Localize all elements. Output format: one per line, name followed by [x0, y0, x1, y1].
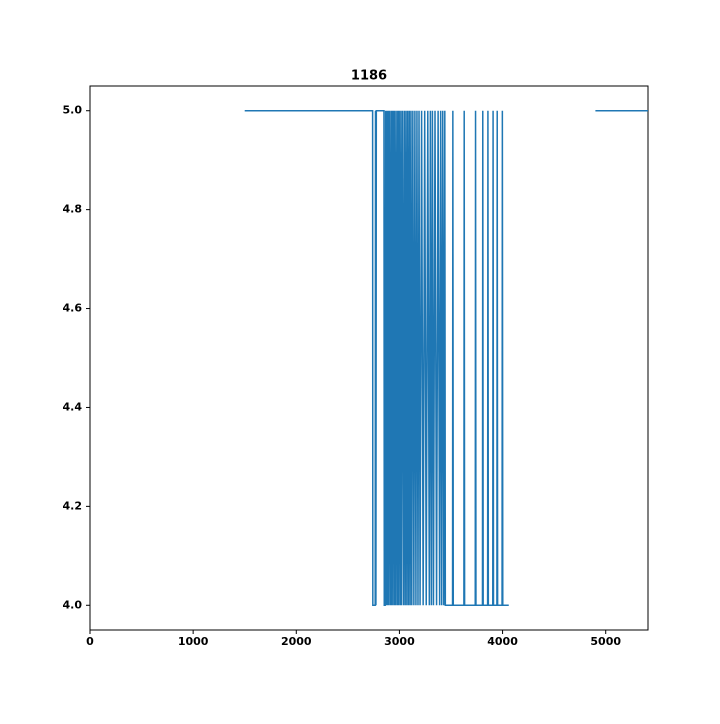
- x-tick-label: 2000: [281, 635, 312, 648]
- data-line: [244, 109, 648, 607]
- y-tick-label: 4.2: [63, 499, 83, 512]
- y-tick-label: 4.6: [63, 302, 83, 315]
- plot-frame: [89, 85, 649, 631]
- y-tick-label: 5.0: [63, 104, 83, 117]
- x-tick-label: 0: [86, 635, 94, 648]
- x-tick-label: 5000: [590, 635, 621, 648]
- x-tick-label: 3000: [384, 635, 415, 648]
- y-tick-label: 4.8: [63, 203, 83, 216]
- x-tick-label: 1000: [178, 635, 209, 648]
- chart-title: 1186: [351, 69, 387, 84]
- x-tick-label: 4000: [487, 635, 518, 648]
- y-tick-label: 4.0: [63, 598, 83, 611]
- y-tick-label: 4.4: [63, 400, 83, 413]
